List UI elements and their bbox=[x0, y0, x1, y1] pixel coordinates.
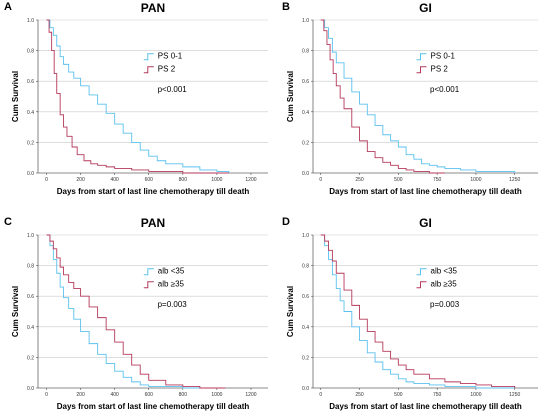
y-axis-title: Cum Survival bbox=[11, 71, 20, 122]
x-axis-title: Days from start of last line chemotherap… bbox=[329, 187, 522, 196]
p-value: p=0.003 bbox=[430, 300, 460, 309]
panel-letter: C bbox=[4, 216, 12, 228]
y-tick-label: 0.2 bbox=[27, 140, 34, 146]
y-tick-label: 1.0 bbox=[302, 18, 309, 24]
legend-swatch bbox=[143, 281, 154, 289]
y-tick-label: 0.2 bbox=[302, 140, 309, 146]
x-tick-label: 1200 bbox=[245, 392, 256, 398]
x-tick-label: 1000 bbox=[211, 392, 222, 398]
survival-curve-series-1 bbox=[320, 234, 515, 389]
legend-label: PS 2 bbox=[158, 65, 176, 74]
p-value: p=0.003 bbox=[158, 300, 188, 309]
y-tick-label: 0.2 bbox=[302, 355, 309, 361]
x-tick-label: 250 bbox=[355, 177, 364, 183]
y-tick-label: 0.6 bbox=[27, 294, 34, 300]
y-tick-label: 0.4 bbox=[27, 325, 34, 331]
x-tick-label: 250 bbox=[355, 392, 364, 398]
x-tick-label: 800 bbox=[179, 392, 188, 398]
legend-swatch bbox=[416, 268, 427, 276]
x-tick-label: 1000 bbox=[211, 177, 222, 183]
y-tick-label: 1.0 bbox=[27, 18, 34, 24]
panel-title: GI bbox=[419, 216, 432, 230]
x-tick-label: 1200 bbox=[245, 177, 256, 183]
x-tick-label: 750 bbox=[433, 392, 442, 398]
y-tick-label: 0.4 bbox=[302, 110, 309, 116]
survival-curve-series-2 bbox=[46, 234, 226, 389]
x-tick-label: 200 bbox=[76, 177, 85, 183]
y-tick-label: 1.0 bbox=[302, 233, 309, 239]
legend-swatch bbox=[416, 281, 427, 289]
x-tick-label: 1000 bbox=[470, 177, 481, 183]
legend-label: alb ≥35 bbox=[431, 280, 458, 289]
chart-panel-b: B GI 0.0 0.2 0.4 0.6 0.8 1.0 0 250 500 750 1000 1250 D… bbox=[282, 1, 538, 196]
chart-panel-c: C PAN 0.0 0.2 0.4 0.6 0.8 1.0 0 200 400 600 800 1000 1… bbox=[4, 216, 268, 411]
y-tick-label: 0.8 bbox=[27, 49, 34, 55]
x-tick-label: 600 bbox=[145, 392, 154, 398]
legend-swatch bbox=[143, 53, 154, 61]
legend-label: PS 0-1 bbox=[158, 52, 183, 61]
y-axis-title: Cum Survival bbox=[11, 286, 20, 337]
y-tick-label: 0.6 bbox=[302, 79, 309, 85]
survival-curve-series-1 bbox=[320, 19, 516, 173]
y-tick-label: 0.0 bbox=[302, 386, 309, 392]
survival-curve-series-1 bbox=[46, 19, 230, 173]
legend-label: alb ≥35 bbox=[158, 280, 185, 289]
x-axis-title: Days from start of last line chemotherap… bbox=[57, 402, 250, 411]
y-tick-label: 0.4 bbox=[27, 110, 34, 116]
y-tick-label: 0.8 bbox=[302, 264, 309, 270]
x-tick-label: 750 bbox=[433, 177, 442, 183]
survival-curve-series-2 bbox=[46, 19, 229, 174]
p-value: p<0.001 bbox=[158, 85, 188, 94]
chart-panel-a: A PAN 0.0 0.2 0.4 0.6 0.8 1.0 0 200 400 600 800 1000 1… bbox=[4, 1, 268, 196]
y-tick-label: 0.0 bbox=[302, 171, 309, 177]
legend-swatch bbox=[143, 268, 154, 276]
legend-label: alb <35 bbox=[158, 267, 185, 276]
x-axis-title: Days from start of last line chemotherap… bbox=[329, 402, 522, 411]
y-axis-title: Cum Survival bbox=[286, 71, 295, 122]
x-tick-label: 1250 bbox=[509, 177, 520, 183]
x-tick-label: 0 bbox=[319, 177, 322, 183]
panel-letter: D bbox=[282, 216, 290, 228]
x-tick-label: 500 bbox=[394, 392, 403, 398]
survival-curve-series-2 bbox=[320, 19, 445, 174]
x-tick-label: 200 bbox=[76, 392, 85, 398]
survival-curve-series-2 bbox=[320, 234, 516, 388]
y-tick-label: 0.0 bbox=[27, 386, 34, 392]
x-tick-label: 500 bbox=[394, 177, 403, 183]
chart-panel-d: D GI 0.0 0.2 0.4 0.6 0.8 1.0 0 250 500 750 1000 1250 D… bbox=[282, 216, 538, 411]
x-axis-title: Days from start of last line chemotherap… bbox=[57, 187, 250, 196]
x-tick-label: 400 bbox=[110, 392, 119, 398]
x-tick-label: 1250 bbox=[509, 392, 520, 398]
x-tick-label: 600 bbox=[145, 177, 154, 183]
y-tick-label: 1.0 bbox=[27, 233, 34, 239]
y-tick-label: 0.6 bbox=[27, 79, 34, 85]
panel-title: PAN bbox=[141, 1, 165, 15]
y-axis-title: Cum Survival bbox=[286, 286, 295, 337]
y-tick-label: 0.2 bbox=[27, 355, 34, 361]
y-tick-label: 0.4 bbox=[302, 325, 309, 331]
legend-label: PS 2 bbox=[431, 65, 449, 74]
x-tick-label: 0 bbox=[319, 392, 322, 398]
legend-swatch bbox=[416, 66, 427, 74]
x-tick-label: 800 bbox=[179, 177, 188, 183]
y-tick-label: 0.6 bbox=[302, 294, 309, 300]
x-tick-label: 0 bbox=[45, 392, 48, 398]
p-value: p<0.001 bbox=[430, 85, 460, 94]
x-tick-label: 1000 bbox=[470, 392, 481, 398]
x-tick-label: 400 bbox=[110, 177, 119, 183]
panel-title: GI bbox=[419, 1, 432, 15]
survival-curve-series-1 bbox=[46, 234, 226, 389]
y-tick-label: 0.8 bbox=[27, 264, 34, 270]
x-tick-label: 0 bbox=[45, 177, 48, 183]
y-tick-label: 0.8 bbox=[302, 49, 309, 55]
panel-letter: B bbox=[282, 1, 290, 13]
panel-title: PAN bbox=[141, 216, 165, 230]
legend-label: PS 0-1 bbox=[431, 52, 456, 61]
y-tick-label: 0.0 bbox=[27, 171, 34, 177]
legend-swatch bbox=[143, 66, 154, 74]
panel-letter: A bbox=[4, 1, 12, 13]
legend-label: alb <35 bbox=[431, 267, 458, 276]
legend-swatch bbox=[416, 53, 427, 61]
